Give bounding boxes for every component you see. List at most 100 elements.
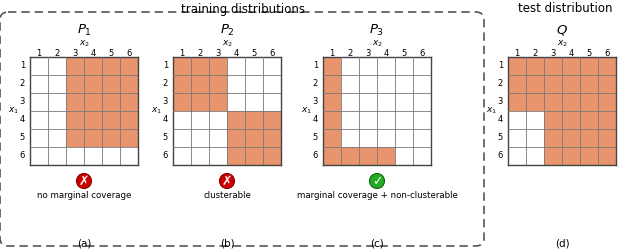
Bar — [598, 129, 616, 147]
Text: 2: 2 — [54, 48, 60, 57]
Text: 1: 1 — [498, 61, 503, 71]
Text: 4: 4 — [90, 48, 95, 57]
Text: 3: 3 — [215, 48, 221, 57]
Text: 6: 6 — [126, 48, 132, 57]
Text: 3: 3 — [550, 48, 556, 57]
Bar — [544, 75, 562, 93]
Bar — [102, 75, 120, 93]
Bar — [227, 111, 245, 129]
Bar — [263, 147, 281, 165]
Text: 5: 5 — [108, 48, 114, 57]
Bar — [191, 93, 209, 111]
Bar — [580, 93, 598, 111]
Text: (d): (d) — [555, 238, 570, 248]
Bar — [598, 57, 616, 75]
Bar — [544, 111, 562, 129]
Circle shape — [77, 173, 92, 188]
Text: $P_2$: $P_2$ — [220, 22, 234, 38]
Text: 5: 5 — [401, 48, 406, 57]
Bar — [102, 57, 120, 75]
Text: 1: 1 — [515, 48, 520, 57]
Text: $Q$: $Q$ — [556, 23, 568, 37]
Text: 6: 6 — [312, 151, 318, 161]
Text: 2: 2 — [498, 79, 503, 88]
Text: 4: 4 — [20, 115, 25, 124]
Bar — [84, 93, 102, 111]
Text: 2: 2 — [348, 48, 353, 57]
Text: 2: 2 — [163, 79, 168, 88]
Bar — [598, 93, 616, 111]
Bar — [84, 111, 102, 129]
Bar — [227, 147, 245, 165]
Bar — [173, 57, 191, 75]
Circle shape — [369, 173, 385, 188]
Text: $P_1$: $P_1$ — [77, 22, 92, 38]
Text: no marginal coverage: no marginal coverage — [37, 191, 131, 200]
Text: $x_1$: $x_1$ — [152, 106, 163, 116]
Bar — [562, 129, 580, 147]
Text: 1: 1 — [163, 61, 168, 71]
Text: 1: 1 — [20, 61, 25, 71]
Text: (b): (b) — [220, 238, 234, 248]
Bar — [120, 129, 138, 147]
Bar — [341, 147, 359, 165]
Bar — [323, 147, 341, 165]
Text: ✗: ✗ — [79, 175, 89, 188]
Text: 1: 1 — [179, 48, 184, 57]
Bar — [562, 147, 580, 165]
Text: 2: 2 — [20, 79, 25, 88]
Bar — [66, 93, 84, 111]
Text: $x_1$: $x_1$ — [301, 106, 312, 116]
Text: 6: 6 — [20, 151, 25, 161]
Bar — [84, 57, 102, 75]
Text: 2: 2 — [313, 79, 318, 88]
Text: $x_2$: $x_2$ — [221, 39, 232, 49]
Text: (c): (c) — [370, 238, 384, 248]
Text: 4: 4 — [313, 115, 318, 124]
Bar — [526, 75, 544, 93]
Text: clusterable: clusterable — [203, 191, 251, 200]
Bar — [84, 75, 102, 93]
Text: training distributions: training distributions — [181, 3, 305, 16]
Text: 6: 6 — [269, 48, 275, 57]
Bar — [359, 147, 377, 165]
Text: 4: 4 — [498, 115, 503, 124]
Text: ✗: ✗ — [221, 175, 232, 188]
Text: 3: 3 — [498, 98, 503, 107]
Text: $x_2$: $x_2$ — [79, 39, 90, 49]
Bar — [245, 147, 263, 165]
Bar — [191, 57, 209, 75]
Text: 6: 6 — [604, 48, 610, 57]
Bar — [598, 75, 616, 93]
Bar — [562, 93, 580, 111]
Text: $x_1$: $x_1$ — [8, 106, 20, 116]
Bar — [227, 129, 245, 147]
Text: 1: 1 — [313, 61, 318, 71]
Bar — [377, 147, 395, 165]
Bar — [544, 147, 562, 165]
Bar — [102, 93, 120, 111]
Bar — [544, 129, 562, 147]
Text: $x_1$: $x_1$ — [486, 106, 497, 116]
Text: 3: 3 — [163, 98, 168, 107]
Text: 3: 3 — [72, 48, 77, 57]
Text: $P_3$: $P_3$ — [369, 22, 385, 38]
Bar — [544, 57, 562, 75]
Text: 6: 6 — [419, 48, 425, 57]
Bar — [66, 111, 84, 129]
Text: 4: 4 — [568, 48, 573, 57]
Text: 1: 1 — [330, 48, 335, 57]
Text: 3: 3 — [20, 98, 25, 107]
Bar — [580, 111, 598, 129]
Bar — [323, 75, 341, 93]
Text: marginal coverage + non-clusterable: marginal coverage + non-clusterable — [296, 191, 458, 200]
Bar — [84, 129, 102, 147]
Bar — [120, 111, 138, 129]
Bar — [120, 57, 138, 75]
Text: 5: 5 — [498, 134, 503, 142]
Text: 4: 4 — [163, 115, 168, 124]
Bar — [66, 57, 84, 75]
Bar — [580, 57, 598, 75]
Text: 5: 5 — [586, 48, 591, 57]
Bar — [580, 129, 598, 147]
